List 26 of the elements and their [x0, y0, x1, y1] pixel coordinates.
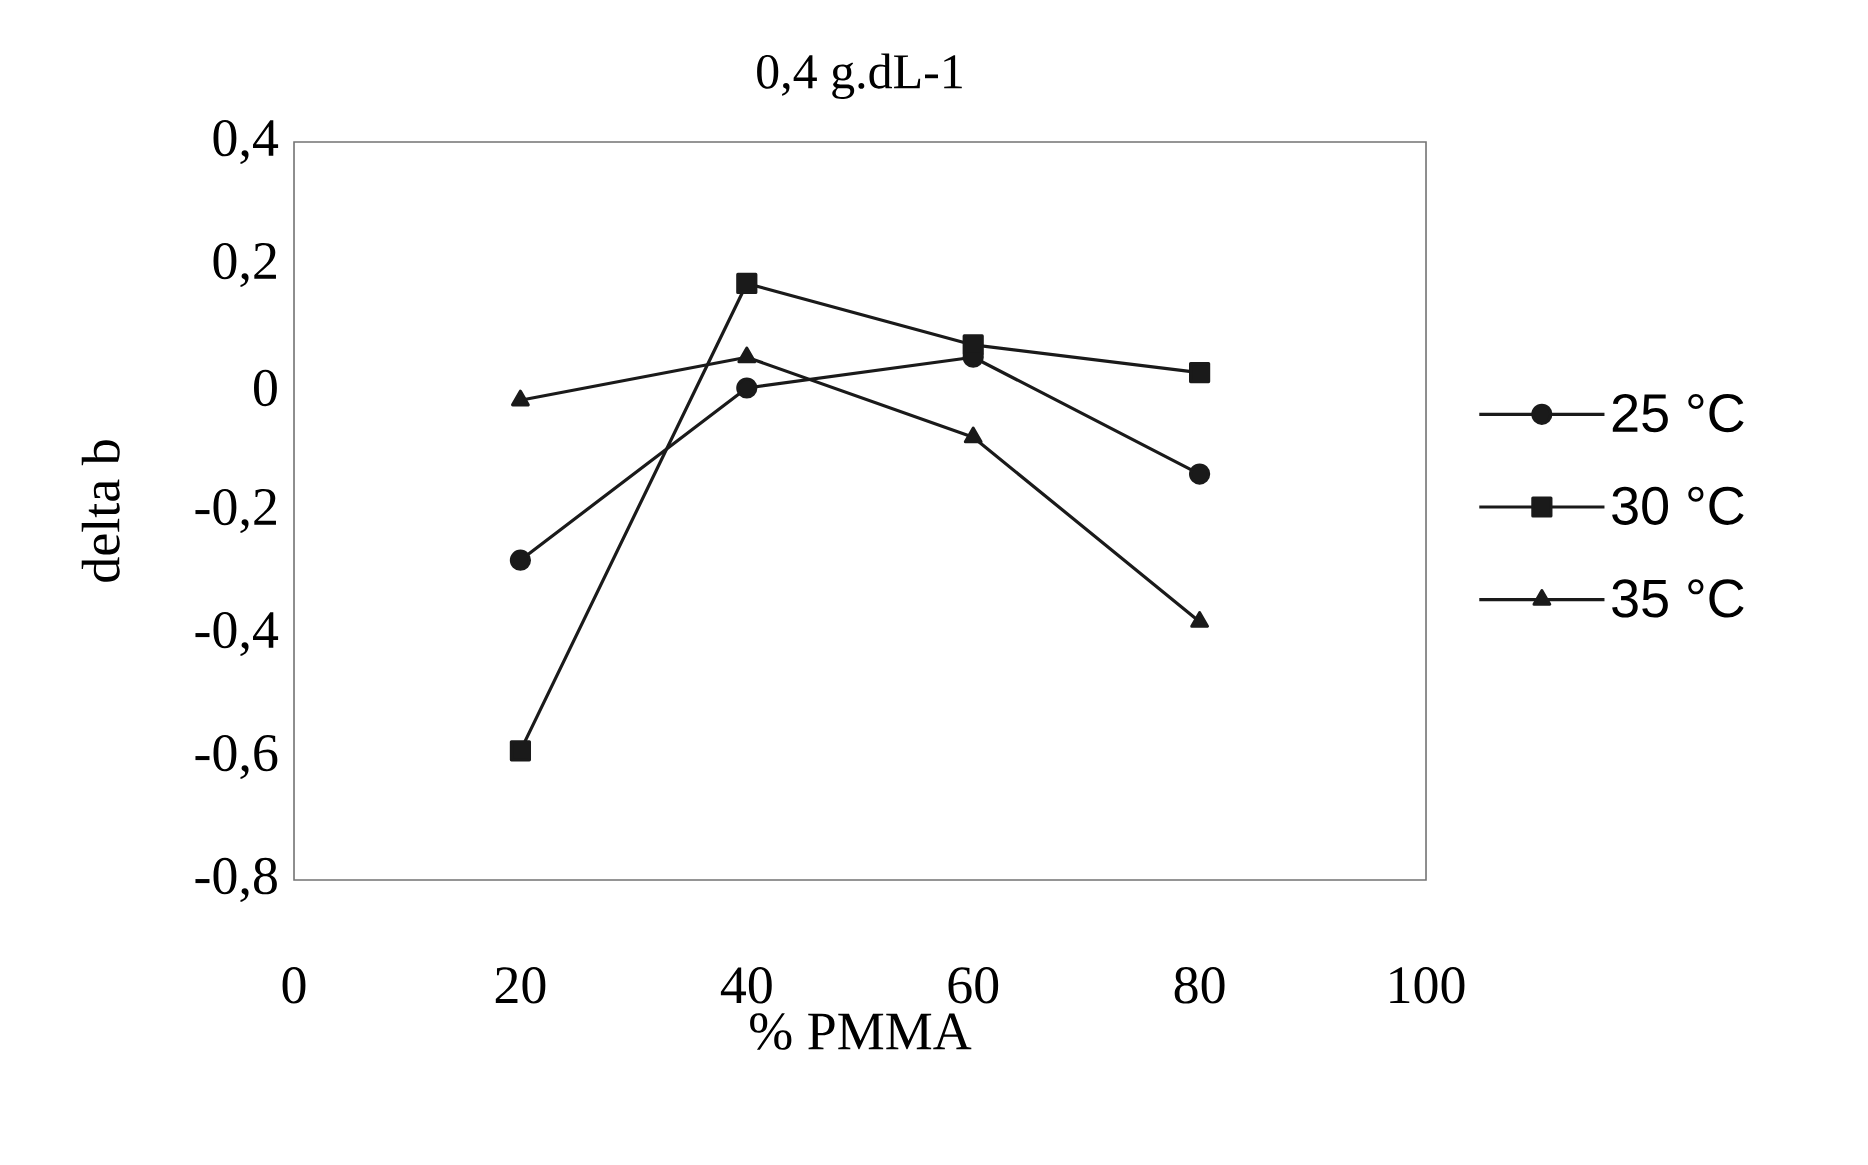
point	[1189, 463, 1211, 485]
point	[509, 549, 532, 571]
y-tick-label: 0,4	[213, 119, 279, 165]
legend-label: 25 °C	[1612, 393, 1744, 433]
y-tick-label: 0,2	[213, 242, 276, 288]
y-tick-label: -0,8	[195, 857, 277, 903]
x-tick-label: 20	[495, 967, 546, 1004]
legend-label: 35 °C	[1612, 579, 1744, 618]
x-tick-label: 80	[1174, 967, 1225, 1004]
y-tick-label: -0,2	[195, 488, 276, 534]
point	[509, 740, 532, 762]
y-tick-label: -0,4	[195, 611, 279, 657]
x-tick-label: 100	[1390, 967, 1465, 1004]
y-tick-label: -0,6	[195, 734, 278, 780]
x-tick-label: 0	[282, 967, 306, 1004]
point	[736, 377, 758, 399]
y-tick-label: 0	[254, 369, 277, 407]
point	[962, 334, 984, 356]
y-axis-title: delta b	[81, 440, 120, 582]
chart-title: 0,4 g.dL-1	[757, 53, 962, 99]
x-tick-label: 40	[720, 967, 772, 1004]
point	[1189, 362, 1211, 384]
x-axis-title: % PMMA	[750, 1013, 972, 1050]
legend-label: 30 °C	[1612, 486, 1744, 525]
x-tick-label: 60	[948, 967, 999, 1004]
point	[736, 272, 758, 295]
